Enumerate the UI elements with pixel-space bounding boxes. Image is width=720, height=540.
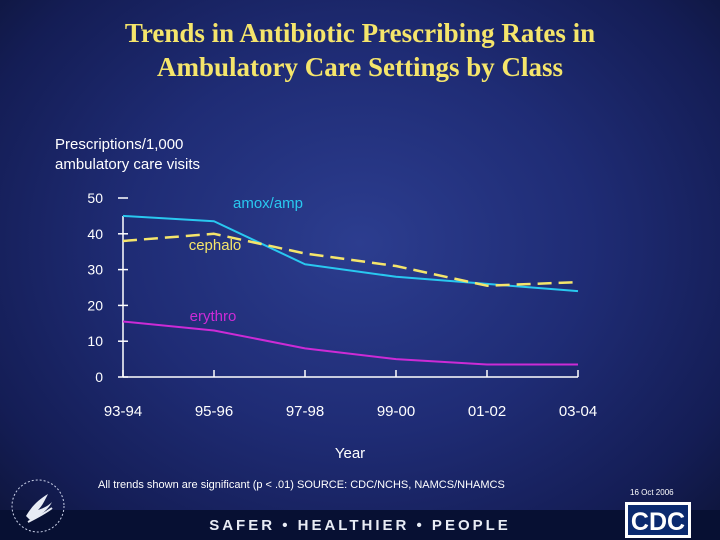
cdc-logo: CDC	[625, 502, 691, 538]
y-tick-label: 20	[87, 297, 103, 313]
chart-axes: 0 10 20 30 40 50 93-94 95-96 97-98 99-00 01-02 03-0…	[87, 190, 597, 462]
series-label: amox/amp	[233, 195, 303, 212]
footer-bar	[0, 510, 720, 540]
series-line-erythro	[122, 320, 578, 366]
x-tick-label: 95-96	[195, 403, 233, 420]
footer-tagline: SAFER • HEALTHIER • PEOPLE	[209, 517, 511, 534]
y-tick-label: 40	[87, 226, 103, 242]
y-axis-label: Prescriptions/1,000 ambulatory care visi…	[55, 135, 200, 175]
y-axis-label-line-2: ambulatory care visits	[55, 156, 201, 173]
y-tick-label: 10	[87, 333, 103, 349]
date-stamp: 16 Oct 2006	[630, 488, 674, 497]
slide-title: Trends in Antibiotic Prescribing Rates i…	[0, 16, 720, 84]
title-line-2: Ambulatory Care Settings by Class	[156, 52, 563, 82]
hhs-eagle-icon	[11, 479, 65, 533]
cdc-logo-text: CDC	[631, 508, 685, 536]
y-tick-label: 30	[87, 262, 103, 278]
source-footnote: All trends shown are significant (p < .0…	[98, 479, 505, 491]
y-axis-label-line-1: Prescriptions/1,000	[55, 136, 184, 153]
series-label: erythro	[190, 308, 237, 325]
y-tick-label: 0	[95, 369, 103, 385]
x-axis-title: Year	[335, 445, 365, 462]
x-tick-label: 93-94	[104, 403, 142, 420]
chart-series	[122, 214, 579, 366]
series-line-cephalo	[122, 232, 579, 287]
y-tick-label: 50	[87, 190, 103, 206]
x-tick-label: 01-02	[468, 403, 506, 420]
chart-series-labels: amox/amp cephalo erythro	[189, 195, 303, 325]
x-tick-label: 97-98	[286, 403, 324, 420]
x-tick-label: 99-00	[377, 403, 415, 420]
x-tick-label: 03-04	[559, 403, 597, 420]
series-label: cephalo	[189, 237, 242, 254]
title-line-1: Trends in Antibiotic Prescribing Rates i…	[124, 18, 596, 48]
